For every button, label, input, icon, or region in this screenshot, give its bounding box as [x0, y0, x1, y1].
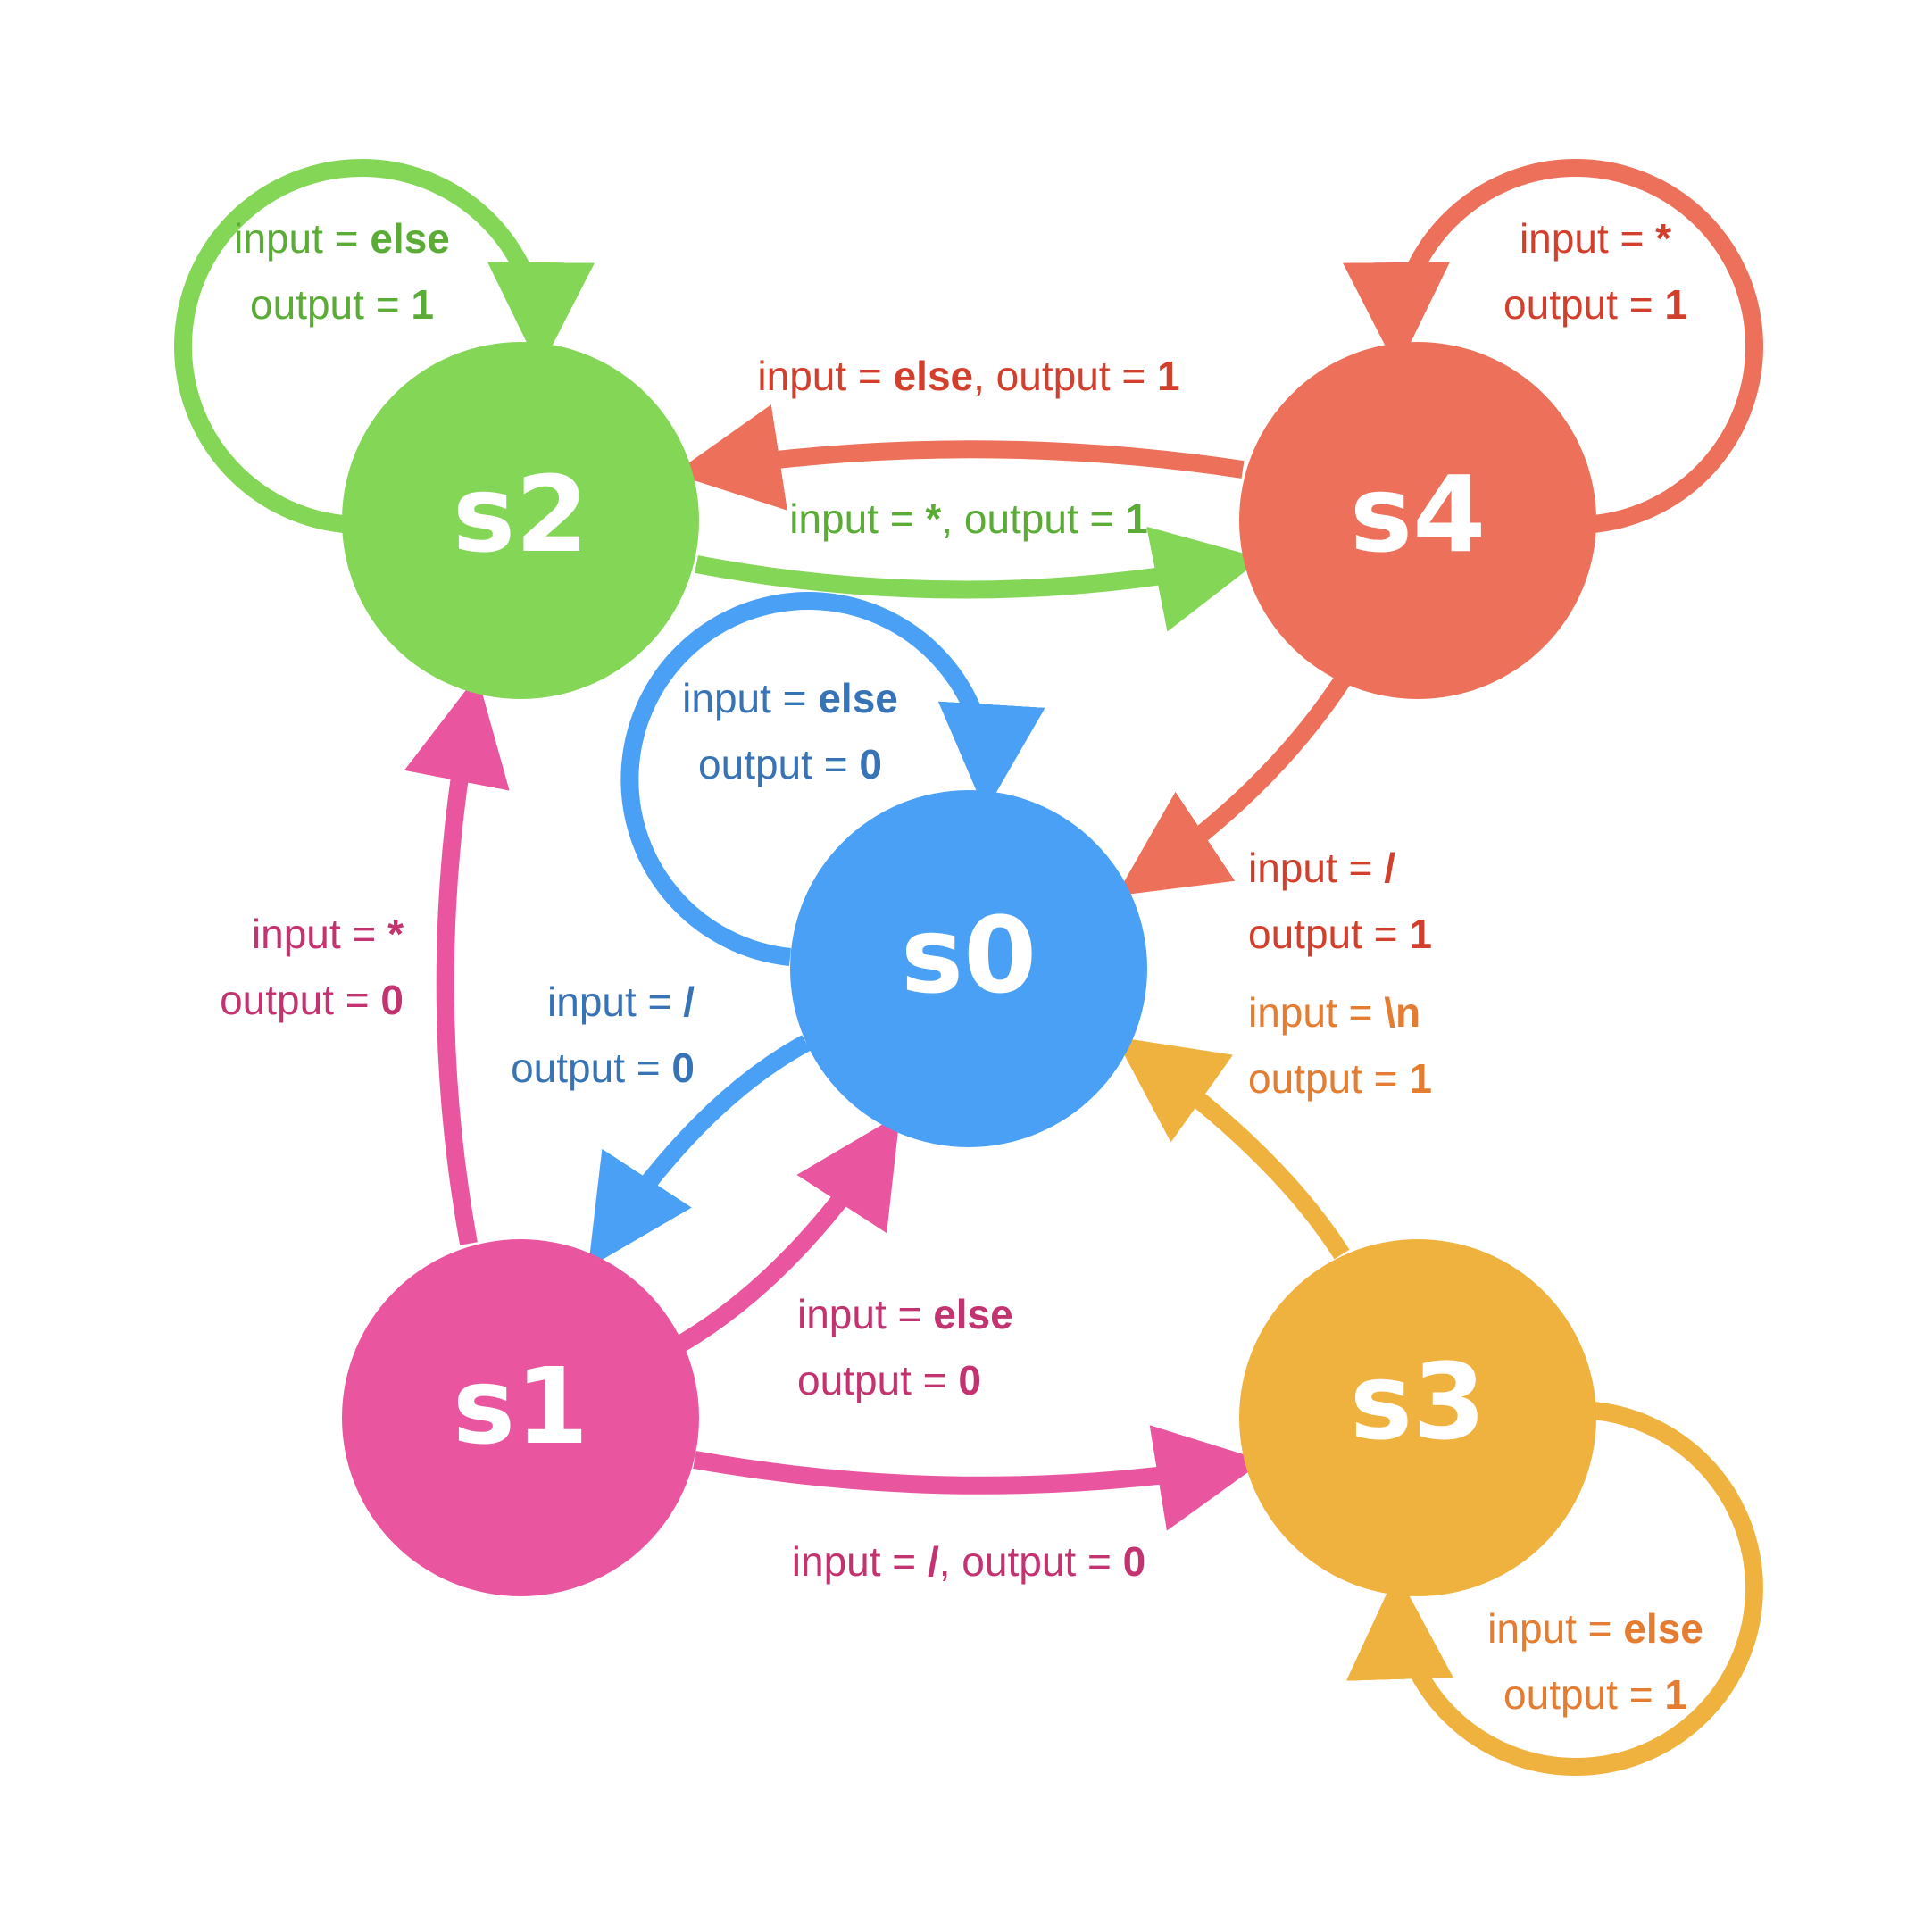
edge-s0-s1: [587, 1035, 811, 1269]
label-s3-self-input: input = else: [1487, 1605, 1703, 1652]
edge-s4-s2: [673, 404, 1245, 511]
edge-s4-s0: [1116, 673, 1352, 896]
state-label-s2: s2: [453, 453, 588, 576]
label-s4-self-input: input = *: [1520, 215, 1671, 262]
label-s2-self-output: output = 1: [250, 281, 434, 328]
state-label-s4: s4: [1350, 453, 1486, 576]
edge-s3-self: [1346, 1402, 1763, 1776]
edge-s2-s4: [695, 526, 1262, 632]
state-s2: s2: [342, 342, 699, 699]
edge-s0-self: [620, 592, 1045, 966]
label-s4-s2: input = else, output = 1: [757, 353, 1179, 399]
edge-s1-s2: [404, 675, 510, 1245]
state-label-s0: s0: [901, 894, 1037, 1017]
label-s1-s0-input: input = else: [797, 1291, 1013, 1337]
state-s1: s1: [342, 1239, 699, 1596]
edge-s4-self: [1343, 159, 1763, 533]
state-label-s1: s1: [453, 1345, 588, 1468]
label-s0-s1-output: output = 0: [511, 1045, 695, 1091]
state-label-s3: s3: [1350, 1340, 1486, 1463]
edge-s1-s3: [693, 1425, 1264, 1531]
state-s0: s0: [790, 790, 1147, 1147]
label-s3-s0-output: output = 1: [1248, 1055, 1432, 1102]
label-s1-s0-output: output = 0: [797, 1357, 981, 1403]
edge-s3-s0: [1114, 1037, 1350, 1260]
label-s4-s0-input: input = /: [1248, 845, 1395, 891]
label-s0-self-output: output = 0: [698, 741, 882, 787]
label-s2-s4: input = *, output = 1: [789, 495, 1148, 542]
label-s4-self-output: output = 1: [1503, 281, 1687, 328]
edge-s1-s0: [676, 1113, 901, 1352]
label-s1-s2-output: output = 0: [220, 977, 404, 1023]
label-s0-s1-input: input = /: [547, 978, 695, 1025]
label-s1-s3: input = /, output = 0: [792, 1538, 1145, 1585]
state-s3: s3: [1239, 1239, 1596, 1596]
label-s3-self-output: output = 1: [1503, 1671, 1687, 1718]
edge-s2-self: [174, 159, 595, 533]
label-s2-self-input: input = else: [234, 215, 450, 262]
label-s3-s0-input: input = \n: [1248, 989, 1420, 1036]
label-s1-s2-input: input = *: [252, 911, 404, 957]
label-s0-self-input: input = else: [682, 675, 898, 721]
state-s4: s4: [1239, 342, 1596, 699]
label-s4-s0-output: output = 1: [1248, 911, 1432, 957]
